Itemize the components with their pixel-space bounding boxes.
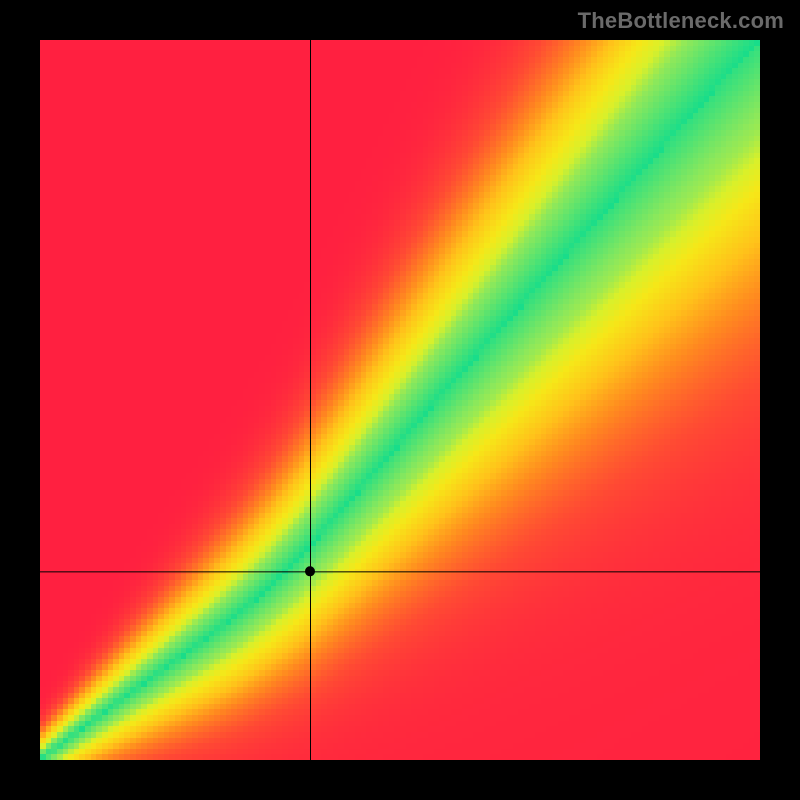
chart-container: TheBottleneck.com [0,0,800,800]
watermark-text: TheBottleneck.com [578,8,784,34]
plot-area [40,40,760,760]
heatmap-canvas [40,40,760,760]
